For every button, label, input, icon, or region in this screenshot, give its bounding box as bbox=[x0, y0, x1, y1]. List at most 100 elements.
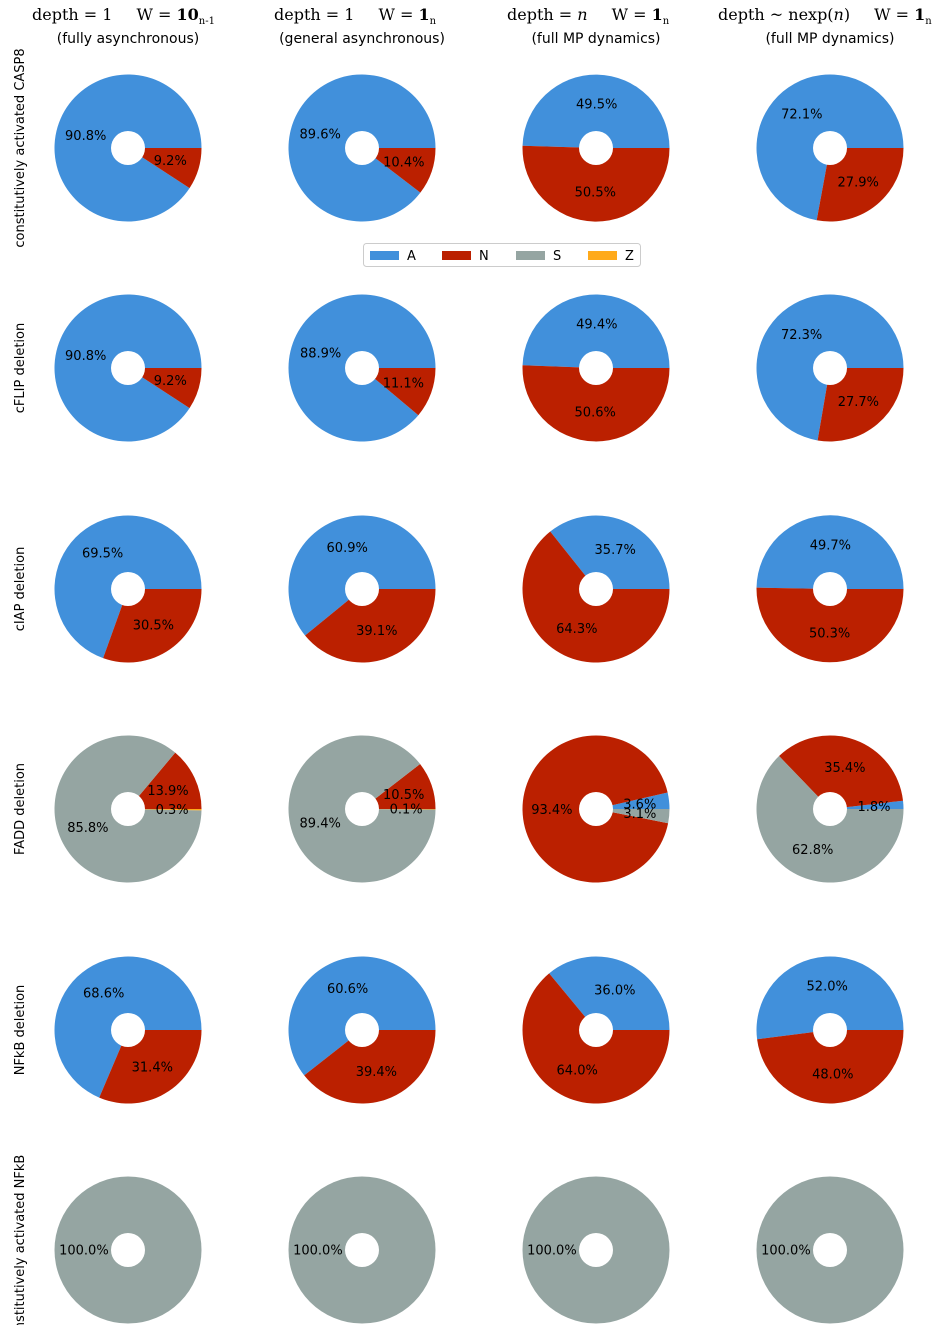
slice-N bbox=[362, 368, 436, 416]
slice-Z bbox=[128, 809, 202, 811]
pie-r1-c3: 49.5% 50.5% bbox=[522, 74, 670, 222]
data-label-N: 27.7% bbox=[838, 395, 879, 410]
data-label-A: 35.7% bbox=[595, 543, 636, 558]
data-label-N: 39.4% bbox=[356, 1065, 397, 1080]
legend-frame bbox=[363, 243, 641, 267]
pie-r6-c3: 100.0% bbox=[522, 1176, 670, 1324]
column-subtitle-1: (fully asynchronous) bbox=[57, 31, 199, 47]
slice-N bbox=[362, 763, 436, 809]
donut-hole bbox=[813, 792, 847, 826]
legend-swatch-S bbox=[516, 251, 545, 260]
data-label-S: 62.8% bbox=[792, 843, 833, 858]
column-header-part: W = bbox=[612, 5, 652, 24]
data-label-N: 30.5% bbox=[133, 619, 174, 634]
row-label-4: FADD deletion bbox=[13, 763, 28, 855]
slice-N bbox=[817, 368, 904, 442]
donut-hole bbox=[111, 792, 145, 826]
column-subtitle-2: (general asynchronous) bbox=[279, 31, 445, 47]
donut-hole bbox=[813, 572, 847, 606]
column-header-part: W = bbox=[874, 5, 914, 24]
slice-N bbox=[304, 1030, 436, 1104]
slice-A bbox=[550, 515, 670, 589]
row-label-1: constitutively activated CASP8 bbox=[13, 48, 28, 247]
slice-N bbox=[128, 368, 202, 409]
column-header-2: depth = 1 W = 1n bbox=[274, 5, 437, 27]
data-label-A: 52.0% bbox=[807, 980, 848, 995]
data-label-A: 49.7% bbox=[810, 538, 851, 553]
pie-r2-c2: 88.9% 11.1% bbox=[288, 294, 436, 442]
pie-r6-c1: 100.0% bbox=[54, 1176, 202, 1324]
slice-A bbox=[756, 515, 904, 589]
row-labels: constitutively activated CASP8 cFLIP dele… bbox=[13, 48, 28, 1325]
pie-r2-c1: 90.8% 9.2% bbox=[54, 294, 202, 442]
slice-A bbox=[756, 956, 904, 1040]
data-label-N: 9.2% bbox=[154, 154, 187, 169]
column-header-part: n bbox=[663, 16, 670, 27]
data-label-N: 50.6% bbox=[575, 406, 616, 421]
pie-r4-c2: 10.5% 89.4% 0.1% bbox=[288, 735, 436, 883]
data-label-A: 90.8% bbox=[65, 129, 106, 144]
column-header-1: depth = 1 W = 10n-1 bbox=[32, 5, 215, 27]
slice-N bbox=[103, 589, 202, 663]
data-label-A: 49.4% bbox=[576, 317, 617, 332]
data-label-A: 90.8% bbox=[65, 349, 106, 364]
slice-A bbox=[596, 792, 670, 809]
data-label-S: 100.0% bbox=[527, 1244, 577, 1259]
slice-N bbox=[128, 752, 202, 809]
donut-hole bbox=[111, 1233, 145, 1267]
donut-hole bbox=[813, 1233, 847, 1267]
data-label-A: 60.9% bbox=[327, 541, 368, 556]
legend-swatch-N bbox=[442, 251, 471, 260]
data-label-N: 50.3% bbox=[809, 627, 850, 642]
column-header-part: 10 bbox=[176, 5, 198, 24]
donut-hole bbox=[579, 1233, 613, 1267]
row-label-2: cFLIP deletion bbox=[13, 323, 28, 413]
pie-r1-c4: 72.1% 27.9% bbox=[756, 74, 904, 222]
slice-S bbox=[596, 809, 670, 824]
data-label-N: 93.4% bbox=[531, 803, 572, 818]
slice-N bbox=[99, 1030, 202, 1104]
column-header-part: n bbox=[834, 5, 844, 24]
data-label-Z: 0.1% bbox=[390, 803, 423, 818]
data-label-A: 72.1% bbox=[781, 108, 822, 123]
column-header-part: depth = 1 bbox=[32, 5, 112, 24]
donut-hole bbox=[345, 792, 379, 826]
pie-r3-c3: 35.7% 64.3% bbox=[522, 515, 670, 663]
row-label-5: NFkB deletion bbox=[13, 985, 28, 1076]
data-label-S: 100.0% bbox=[761, 1244, 811, 1259]
pie-r1-c1: 90.8% 9.2% bbox=[54, 74, 202, 222]
donut-hole bbox=[813, 1013, 847, 1047]
pie-r2-c3: 49.4% 50.6% bbox=[522, 294, 670, 442]
donut-hole bbox=[345, 572, 379, 606]
data-label-N: 10.4% bbox=[383, 156, 424, 171]
pie-r4-c1: 13.9% 85.8% 0.3% bbox=[54, 735, 202, 883]
donut-hole bbox=[111, 572, 145, 606]
pie-r5-c3: 36.0% 64.0% bbox=[522, 956, 670, 1104]
donut-hole bbox=[111, 131, 145, 165]
slice-N bbox=[522, 365, 670, 442]
donut-hole bbox=[345, 1013, 379, 1047]
data-label-A: 72.3% bbox=[781, 328, 822, 343]
legend-swatch-Z bbox=[588, 251, 617, 260]
data-label-A: 68.6% bbox=[83, 987, 124, 1002]
column-header-part: ) bbox=[844, 5, 850, 24]
donut-hole bbox=[111, 351, 145, 385]
pie-r3-c2: 60.9% 39.1% bbox=[288, 515, 436, 663]
legend-label-A: A bbox=[407, 249, 416, 264]
slice-N bbox=[816, 148, 904, 222]
column-header-part: W = bbox=[136, 5, 176, 24]
slice-A bbox=[522, 74, 670, 148]
data-label-N: 31.4% bbox=[132, 1060, 173, 1075]
slice-N bbox=[779, 735, 904, 809]
donut-hole bbox=[813, 351, 847, 385]
donut-hole bbox=[345, 351, 379, 385]
legend-swatch-A bbox=[370, 251, 399, 260]
column-header-part: n bbox=[430, 16, 437, 27]
column-header-part: 1 bbox=[418, 5, 429, 24]
slice-N bbox=[128, 148, 202, 189]
pie-r4-c3: 3.6% 93.4% 3.1% bbox=[522, 735, 670, 883]
data-label-N: 13.9% bbox=[147, 784, 188, 799]
